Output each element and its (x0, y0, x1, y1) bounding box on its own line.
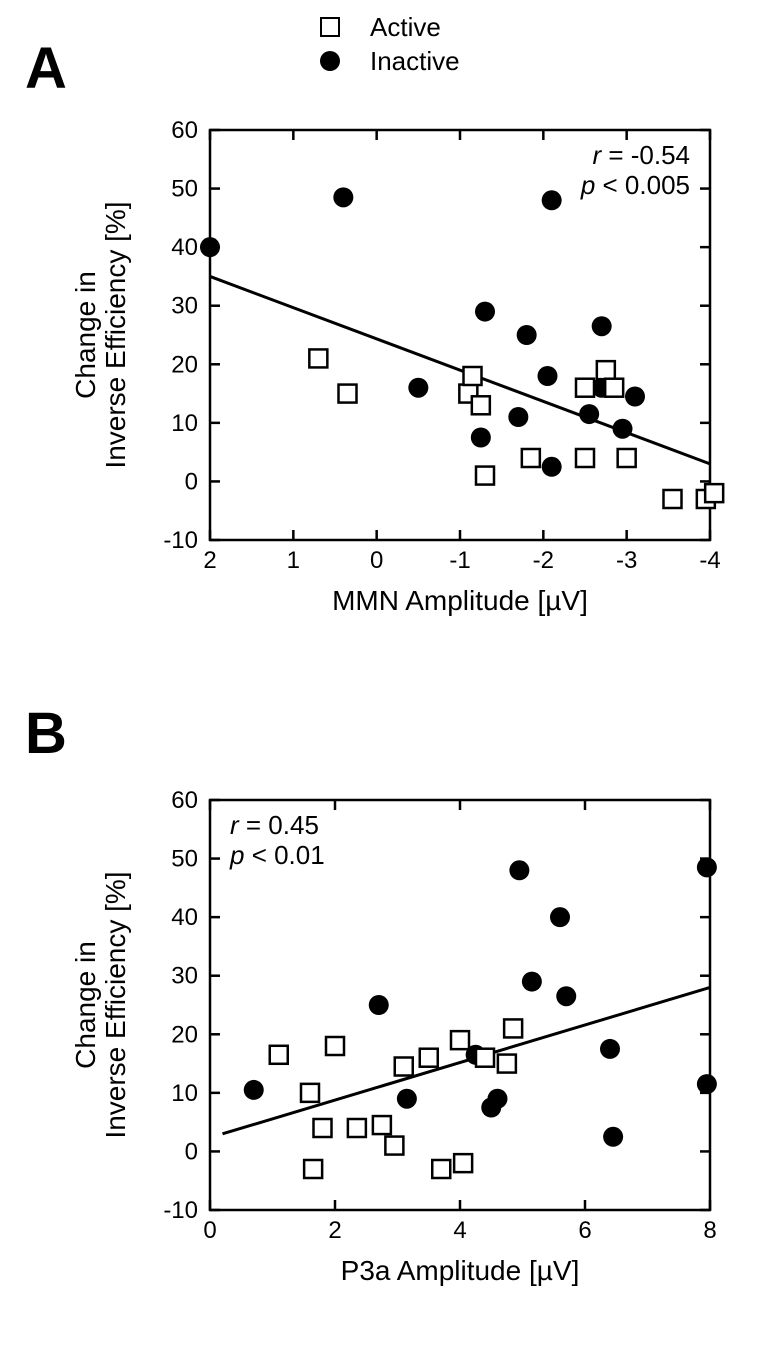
svg-text:40: 40 (171, 234, 198, 261)
plots-svg: 210-1-2-3-4-100102030405060MMN Amplitude… (0, 0, 784, 1347)
svg-text:0: 0 (185, 1138, 198, 1165)
svg-text:r = 0.45: r = 0.45 (230, 810, 319, 840)
svg-text:Change in: Change in (70, 271, 101, 399)
legend-item-inactive: Inactive (320, 44, 460, 78)
svg-text:P3a Amplitude [µV]: P3a Amplitude [µV] (341, 1255, 580, 1286)
svg-text:0: 0 (185, 468, 198, 495)
svg-text:2: 2 (203, 547, 216, 574)
svg-text:10: 10 (171, 410, 198, 437)
svg-text:10: 10 (171, 1080, 198, 1107)
svg-text:p < 0.005: p < 0.005 (580, 170, 690, 200)
panel-b-label: B (25, 700, 67, 767)
legend-label-active: Active (370, 12, 441, 43)
svg-text:Inverse Efficiency [%]: Inverse Efficiency [%] (100, 871, 131, 1138)
svg-text:Inverse Efficiency [%]: Inverse Efficiency [%] (100, 201, 131, 468)
open-square-icon (320, 17, 340, 37)
svg-text:-2: -2 (533, 547, 554, 574)
svg-text:50: 50 (171, 846, 198, 873)
svg-text:0: 0 (203, 1217, 216, 1244)
svg-text:50: 50 (171, 176, 198, 203)
svg-text:40: 40 (171, 904, 198, 931)
filled-circle-icon (320, 51, 340, 71)
svg-text:-4: -4 (699, 547, 720, 574)
svg-text:r = -0.54: r = -0.54 (592, 140, 690, 170)
svg-text:Change in: Change in (70, 941, 101, 1069)
panel-b-chart: 02468-100102030405060P3a Amplitude [µV]C… (70, 787, 717, 1286)
legend-label-inactive: Inactive (370, 46, 460, 77)
svg-text:6: 6 (578, 1217, 591, 1244)
svg-text:60: 60 (171, 117, 198, 144)
svg-text:2: 2 (328, 1217, 341, 1244)
panel-a-label: A (25, 35, 67, 102)
svg-text:0: 0 (370, 547, 383, 574)
svg-text:30: 30 (171, 963, 198, 990)
svg-text:30: 30 (171, 293, 198, 320)
svg-text:20: 20 (171, 1021, 198, 1048)
svg-text:-10: -10 (163, 527, 198, 554)
svg-text:8: 8 (703, 1217, 716, 1244)
svg-text:60: 60 (171, 787, 198, 814)
legend: Active Inactive (320, 10, 460, 78)
svg-text:p < 0.01: p < 0.01 (229, 840, 325, 870)
svg-text:4: 4 (453, 1217, 466, 1244)
svg-text:-1: -1 (449, 547, 470, 574)
svg-text:-3: -3 (616, 547, 637, 574)
svg-text:20: 20 (171, 351, 198, 378)
panel-a-chart: 210-1-2-3-4-100102030405060MMN Amplitude… (70, 117, 723, 616)
legend-item-active: Active (320, 10, 460, 44)
svg-text:MMN Amplitude [µV]: MMN Amplitude [µV] (332, 585, 588, 616)
svg-text:-10: -10 (163, 1197, 198, 1224)
figure-container: Active Inactive A B 210-1-2-3-4-10010203… (0, 0, 784, 1347)
svg-text:1: 1 (287, 547, 300, 574)
